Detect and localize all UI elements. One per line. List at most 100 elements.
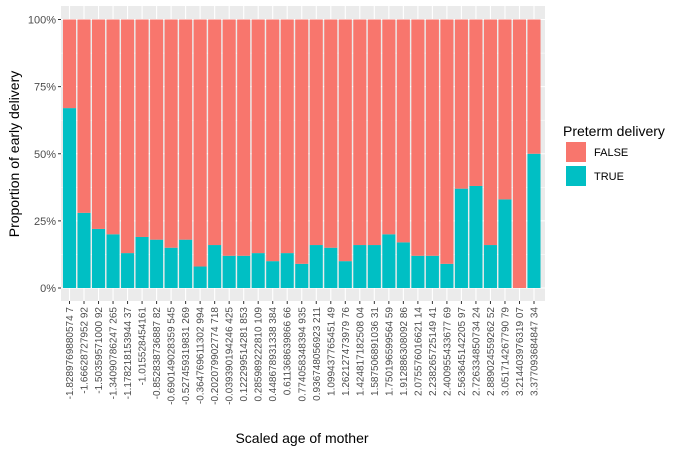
bar-segment-false xyxy=(193,19,207,267)
x-tick-label: -1.015528454161 xyxy=(138,307,149,386)
bar-segment-true xyxy=(382,234,396,288)
bar-segment-false xyxy=(295,19,309,264)
x-tick-label: -0.039390194246 425 xyxy=(225,307,236,405)
bar-segment-true xyxy=(469,185,483,288)
bar-segment-false xyxy=(280,19,294,254)
x-tick-label: 3.214403976319 07 xyxy=(515,307,526,396)
x-tick-label: 2.563645142205 97 xyxy=(457,307,468,396)
bar-segment-false xyxy=(527,19,541,154)
bar-segment-true xyxy=(295,263,309,288)
bar-segment-true xyxy=(251,253,265,288)
legend-label-true: TRUE xyxy=(594,171,624,183)
x-tick-label: -0.527459319831 269 xyxy=(181,307,192,405)
bar-segment-true xyxy=(208,245,222,288)
bar-segment-false xyxy=(367,19,381,246)
bar-segment-false xyxy=(222,19,236,256)
x-tick-label: 0.285989222810 109 xyxy=(254,307,265,402)
bar-segment-false xyxy=(498,19,512,200)
x-tick-label: 0.611368639866 66 xyxy=(283,307,294,396)
bar-segment-true xyxy=(237,255,251,288)
y-axis-ticks: 0% 25% 50% 75% 100% xyxy=(28,15,61,295)
bar-segment-false xyxy=(121,19,135,254)
x-tick-label: 0.122299514281 853 xyxy=(239,307,250,402)
x-tick-label: 1.424817182508 04 xyxy=(355,307,366,396)
x-tick-label: 2.075576016621 14 xyxy=(413,307,424,396)
bar-segment-false xyxy=(208,19,222,246)
bar-segment-false xyxy=(266,19,280,262)
bar-segment-false xyxy=(150,19,164,240)
x-tick-label: 2.238265725149 41 xyxy=(428,307,439,396)
bar-segment-true xyxy=(324,247,338,288)
bar-segment-false xyxy=(106,19,120,235)
bar-segment-false xyxy=(164,19,178,248)
bar-segment-false xyxy=(512,19,527,288)
bar-segment-false xyxy=(454,19,468,189)
bar-segment-false xyxy=(91,19,106,229)
x-tick-label: 3.051714267790 79 xyxy=(500,307,511,396)
y-tick-label: 25% xyxy=(34,216,56,228)
x-tick-label: 2.889024559262 52 xyxy=(486,307,497,396)
bar-segment-true xyxy=(280,253,294,288)
legend: FALSE TRUE xyxy=(566,142,628,186)
bar-segment-false xyxy=(382,19,396,235)
bar-segment-true xyxy=(222,255,236,288)
legend-title: Preterm delivery xyxy=(563,123,665,139)
bar-segment-true xyxy=(193,266,207,288)
bar-segment-false xyxy=(338,19,352,262)
y-tick-label: 75% xyxy=(34,82,56,94)
bar-segment-false xyxy=(411,19,425,256)
x-tick-label: 0.936748056923 211 xyxy=(312,307,323,401)
bar-segment-true xyxy=(425,255,439,288)
legend-label-false: FALSE xyxy=(594,147,628,159)
bar-segment-true xyxy=(309,245,323,288)
legend-key-false xyxy=(566,142,586,162)
legend-key-true xyxy=(566,166,586,186)
bar-segment-true xyxy=(179,239,193,288)
x-tick-label: -1.66628727952 92 xyxy=(80,307,91,394)
bar-segment-true xyxy=(353,245,367,288)
bar-segment-false xyxy=(62,19,77,109)
bar-segment-false xyxy=(237,19,251,256)
bar-segment-true xyxy=(483,245,497,288)
x-tick-label: -1.178218153944 37 xyxy=(123,307,134,400)
bar-segment-false xyxy=(396,19,410,243)
y-tick-label: 50% xyxy=(34,149,56,161)
x-tick-label: -1.50359571000 92 xyxy=(94,307,105,394)
x-tick-label: -1.34090786247 265 xyxy=(109,307,120,400)
bar-segment-true xyxy=(367,245,381,288)
x-tick-label: 1.099437765451 49 xyxy=(326,307,337,396)
bar-segment-true xyxy=(150,239,164,288)
bar-segment-true xyxy=(440,263,454,288)
bar-segment-false xyxy=(425,19,439,256)
bar-segment-true xyxy=(411,255,425,288)
bar-segment-true xyxy=(91,228,106,288)
bar-segment-true xyxy=(266,261,280,288)
x-tick-label: 2.400955433677 69 xyxy=(442,307,453,396)
bar-segment-false xyxy=(483,19,497,246)
x-tick-label: 1.750196599564 59 xyxy=(384,307,395,396)
x-tick-label: -0.364769611302 994 xyxy=(196,307,207,405)
bar-segment-true xyxy=(338,261,352,288)
bar-segment-true xyxy=(106,234,120,288)
x-tick-label: -1.8289769880574 7 xyxy=(65,307,76,400)
bar-segment-false xyxy=(324,19,338,248)
bar-segment-false xyxy=(353,19,367,246)
bar-segment-false xyxy=(77,19,91,213)
y-tick-label: 0% xyxy=(40,283,56,295)
bar-segment-true xyxy=(498,199,512,288)
x-axis-title: Scaled age of mother xyxy=(235,430,368,446)
x-tick-label: 1.912886308092 86 xyxy=(399,307,410,396)
x-tick-label: 1.262127473979 76 xyxy=(341,307,352,396)
bar-segment-true xyxy=(396,242,410,288)
bar-segment-true xyxy=(527,153,541,288)
bar-segment-true xyxy=(164,247,178,288)
bar-segment-true xyxy=(135,236,149,288)
bar-segment-false xyxy=(440,19,454,264)
bar-segment-false xyxy=(251,19,265,254)
x-tick-label: 3.377093684847 34 xyxy=(530,307,541,396)
bar-segment-false xyxy=(135,19,149,237)
x-tick-label: -0.202079902774 718 xyxy=(210,307,221,405)
bar-segment-false xyxy=(179,19,193,240)
bar-segment-true xyxy=(121,253,135,288)
